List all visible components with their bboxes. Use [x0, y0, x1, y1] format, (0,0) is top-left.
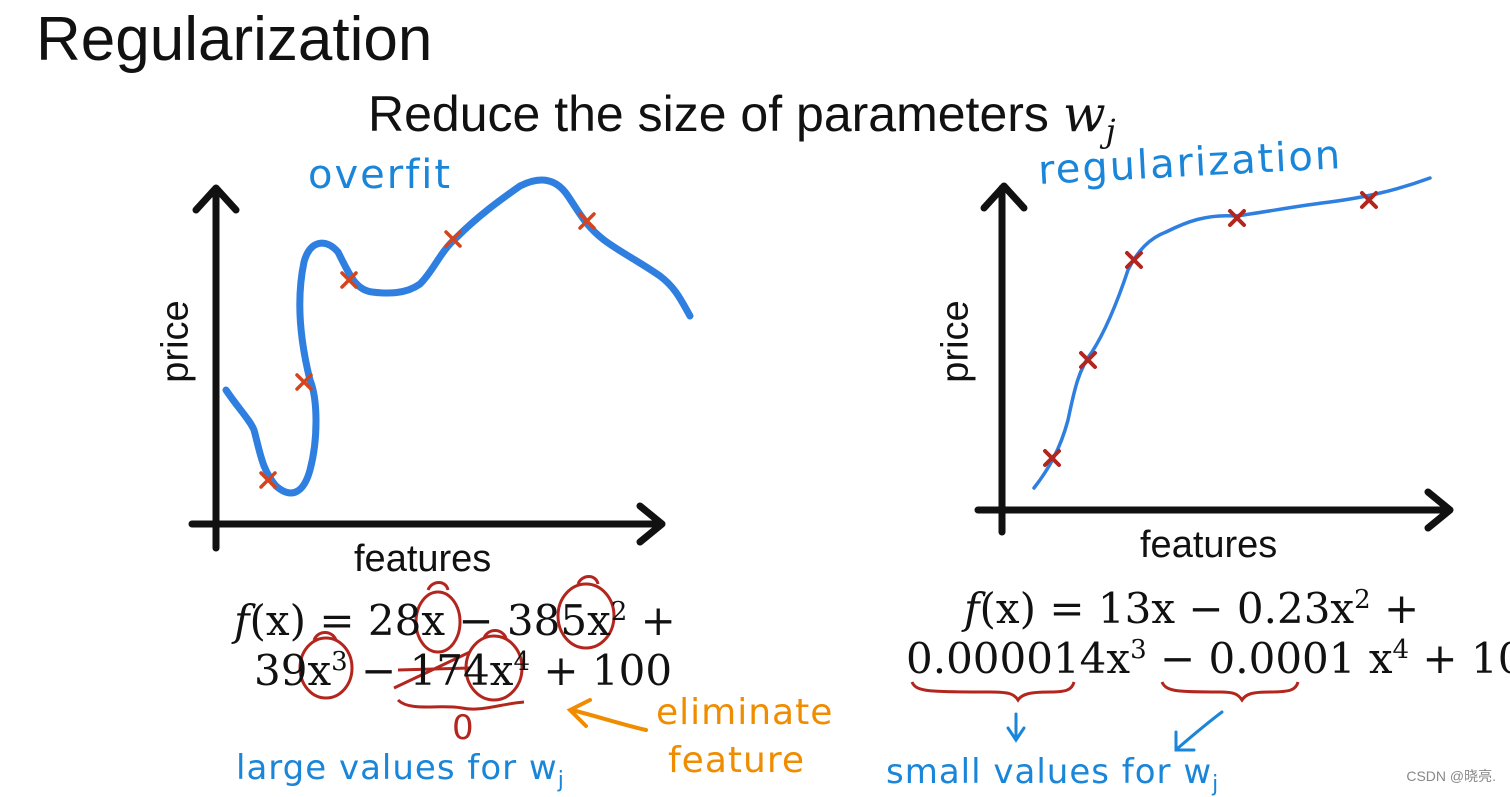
data-point: [1125, 251, 1143, 269]
circle-x-tab: [426, 581, 450, 591]
orange-arrow-shaft: [570, 708, 648, 732]
right-axes: [974, 182, 1454, 536]
data-point: [444, 230, 462, 248]
data-point: [295, 373, 313, 391]
right-xlabel: features: [1140, 524, 1278, 566]
eliminate-note-line1: eliminate: [656, 692, 834, 733]
data-point: [1079, 351, 1097, 369]
data-point: [1043, 449, 1061, 467]
right-formula-line1: f(x) = 13x − 0.23x2 +: [964, 584, 1420, 633]
data-point: [578, 212, 596, 230]
orange-arrow-head: [566, 698, 592, 728]
arrow-down-2-head: [1174, 730, 1196, 752]
brace-left: [396, 698, 525, 711]
blue-arrows: [1006, 710, 1224, 752]
orange-arrow: [566, 698, 648, 732]
right-formula-line2: 0.000014x3 − 0.0001 x4 + 10: [906, 634, 1510, 683]
overfit-annotation: overfit: [308, 152, 453, 198]
brace-small-2: [1160, 681, 1300, 703]
eliminate-note-line2: feature: [668, 740, 805, 781]
subtitle-variable: wj: [1062, 85, 1116, 150]
left-formula-line2: 39x3 − 174x4 + 100: [254, 646, 673, 695]
brace-small-1: [910, 681, 1076, 703]
strike-174-b: [397, 666, 471, 672]
circle-x2: [556, 582, 616, 650]
circle-x3-tab: [312, 631, 338, 641]
right-braces: [910, 681, 1300, 703]
data-point: [259, 471, 277, 489]
right-x-axis-arrow: [1424, 488, 1454, 532]
subtitle-text: Reduce the size of parameters: [368, 86, 1049, 142]
left-axes: [188, 184, 666, 552]
left-data-points: [259, 212, 596, 489]
left-y-axis-arrow: [192, 184, 240, 214]
watermark: CSDN @晓亮.: [1406, 768, 1496, 784]
overfit-curve: [222, 176, 694, 497]
left-ylabel: price: [154, 300, 197, 383]
right-data-points: [1043, 191, 1378, 467]
zero-note: 0: [452, 708, 474, 748]
regularized-curve: [1032, 176, 1432, 490]
circle-x4-tab: [482, 629, 508, 639]
circle-x2-tab: [576, 575, 600, 585]
right-ylabel: price: [934, 300, 977, 383]
left-x-axis-arrow: [636, 502, 666, 546]
data-point: [1228, 209, 1246, 227]
data-point: [1360, 191, 1378, 209]
slide-subtitle: Reduce the size of parameters wj: [368, 84, 1116, 161]
arrow-down-2: [1176, 710, 1224, 750]
large-values-note: large values for wj: [236, 748, 565, 793]
term-circles: [298, 575, 616, 711]
slide-title: Regularization: [36, 5, 433, 74]
circle-x3: [298, 636, 354, 700]
left-formula-line1: f(x) = 28x − 385x2 +: [234, 596, 676, 645]
arrow-down-1-head: [1006, 726, 1026, 743]
data-point: [340, 271, 358, 289]
small-values-note: small values for wj: [886, 752, 1220, 797]
left-xlabel: features: [354, 538, 492, 580]
circle-x: [414, 590, 462, 654]
right-y-axis-arrow: [980, 182, 1028, 212]
